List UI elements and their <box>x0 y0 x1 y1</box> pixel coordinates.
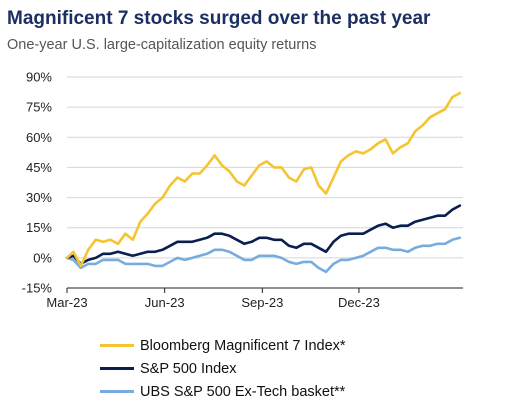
chart-subtitle: One-year U.S. large-capitalization equit… <box>7 37 317 53</box>
legend: Bloomberg Magnificent 7 Index* S&P 500 I… <box>100 334 346 403</box>
legend-item-sp500: S&P 500 Index <box>100 357 346 380</box>
legend-label-sp500: S&P 500 Index <box>140 360 237 377</box>
x-tick-label: Jun-23 <box>145 295 185 310</box>
y-tick-label: -15% <box>22 281 53 296</box>
y-axis: 90% 75% 60% 45% 30% 15% 0% -15% <box>22 70 53 296</box>
line-chart: 90% 75% 60% 45% 30% 15% 0% -15% Mar-23 Jun-23 Sep… <box>22 70 463 310</box>
x-tick-label: Mar-23 <box>46 295 87 310</box>
series-line-mag7 <box>65 91 462 268</box>
y-tick-label: 60% <box>26 130 52 145</box>
y-tick-label: 45% <box>26 160 52 175</box>
legend-item-extech: UBS S&P 500 Ex-Tech basket** <box>100 380 346 403</box>
legend-label-mag7: Bloomberg Magnificent 7 Index* <box>140 337 346 354</box>
legend-swatch-mag7 <box>100 344 134 347</box>
x-tick-label: Dec-23 <box>338 295 380 310</box>
legend-swatch-sp500 <box>100 367 134 370</box>
series-line-extech <box>65 236 462 274</box>
chart-title: Magnificent 7 stocks surged over the pas… <box>7 8 431 29</box>
legend-label-extech: UBS S&P 500 Ex-Tech basket** <box>140 383 346 400</box>
legend-swatch-extech <box>100 390 134 393</box>
y-tick-label: 0% <box>33 250 52 265</box>
y-tick-label: 90% <box>26 70 52 85</box>
y-tick-label: 75% <box>26 100 52 115</box>
y-tick-label: 15% <box>26 220 52 235</box>
legend-item-mag7: Bloomberg Magnificent 7 Index* <box>100 334 346 357</box>
x-axis: Mar-23 Jun-23 Sep-23 Dec-23 <box>46 287 463 310</box>
y-tick-label: 30% <box>26 190 52 205</box>
series-line-sp500 <box>65 204 462 266</box>
x-tick-label: Sep-23 <box>241 295 283 310</box>
series-lines <box>65 91 462 274</box>
